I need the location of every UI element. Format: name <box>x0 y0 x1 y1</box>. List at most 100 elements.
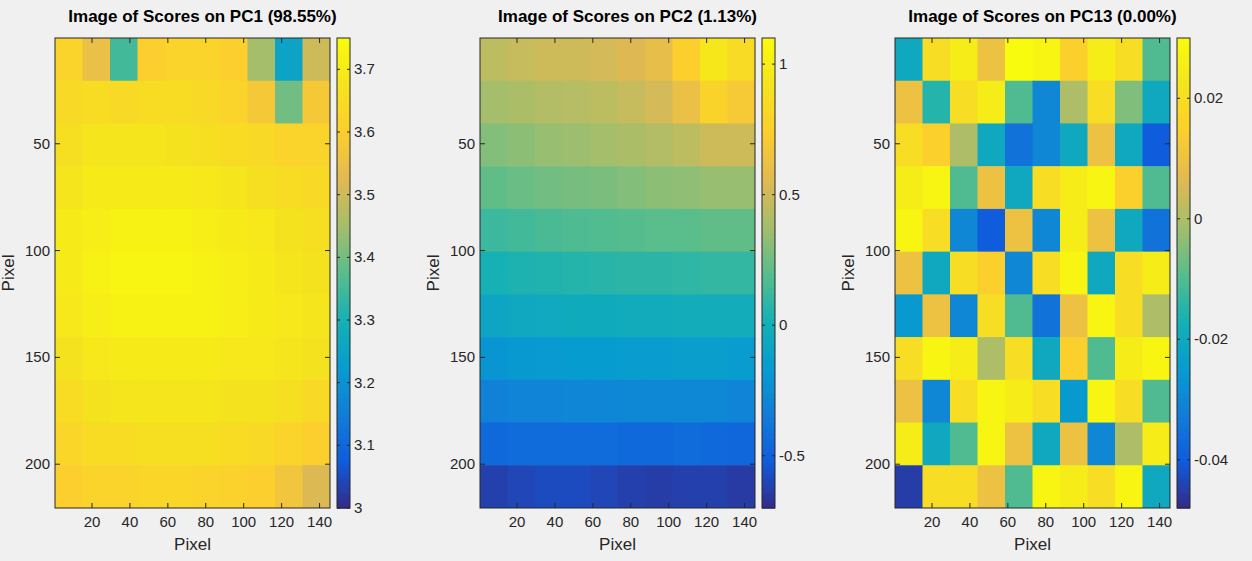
heat-cell <box>480 337 508 380</box>
colorbar-swatch <box>762 288 775 294</box>
heat-cell <box>303 423 331 466</box>
heat-cell <box>83 209 111 252</box>
colorbar-swatch <box>1177 463 1190 469</box>
colorbar-swatch <box>762 108 775 114</box>
colorbar-tick <box>347 257 350 258</box>
colorbar-swatch <box>1177 253 1190 259</box>
heat-cell <box>83 465 111 508</box>
heat-cell <box>220 38 248 81</box>
heat-cell <box>645 252 673 295</box>
heat-cell <box>1005 423 1033 466</box>
colorbar-tick <box>347 445 350 446</box>
colorbar-swatch <box>337 303 350 309</box>
colorbar-swatch <box>762 228 775 234</box>
colorbar-tick <box>1187 339 1190 340</box>
heat-cell <box>83 294 111 337</box>
heat-cell <box>193 294 221 337</box>
heat-cell <box>978 294 1006 337</box>
heat-cell <box>1088 166 1116 209</box>
colorbar-tick <box>337 320 340 321</box>
x-axis-title: Pixel <box>1014 535 1051 554</box>
heat-cell <box>508 38 536 81</box>
heat-cell <box>480 209 508 252</box>
colorbar-swatch <box>1177 473 1190 479</box>
heat-cell <box>220 380 248 423</box>
heat-cell <box>193 465 221 508</box>
colorbar-swatch <box>337 198 350 204</box>
colorbar-swatch <box>337 138 350 144</box>
heat-cell <box>1115 81 1143 124</box>
colorbar-swatch <box>762 448 775 454</box>
x-tick <box>554 503 555 508</box>
colorbar-tick <box>347 508 350 509</box>
colorbar-swatch <box>337 123 350 129</box>
heat-cell <box>563 38 591 81</box>
y-tick <box>1165 357 1170 358</box>
heat-cell <box>248 166 276 209</box>
heat-cell <box>1088 337 1116 380</box>
heat-cell <box>165 423 193 466</box>
heat-cell <box>275 294 303 337</box>
heat-cell <box>303 123 331 166</box>
colorbar-swatch <box>1177 288 1190 294</box>
x-tick <box>205 38 206 43</box>
plot-background <box>895 38 1170 508</box>
heat-cell <box>618 294 646 337</box>
colorbar-swatch <box>762 328 775 334</box>
heat-cell <box>700 380 728 423</box>
heat-cell <box>508 337 536 380</box>
colorbar-swatch <box>1177 48 1190 54</box>
heat-cell <box>590 123 618 166</box>
y-tick <box>55 250 60 251</box>
heat-cell <box>673 123 701 166</box>
x-tick <box>243 503 244 508</box>
heat-cell <box>978 209 1006 252</box>
colorbar-swatch <box>762 298 775 304</box>
heat-cell <box>535 252 563 295</box>
colorbar-swatch <box>1177 388 1190 394</box>
colorbar-swatch <box>1177 153 1190 159</box>
colorbar-swatch <box>337 323 350 329</box>
heat-cell <box>728 38 756 81</box>
x-tick-label: 140 <box>732 513 757 530</box>
heat-cell <box>138 465 166 508</box>
heat-cell <box>508 294 536 337</box>
heat-cell <box>728 123 756 166</box>
colorbar-swatch <box>1177 233 1190 239</box>
colorbar-swatch <box>1177 223 1190 229</box>
colorbar-swatch <box>762 248 775 254</box>
heat-cell <box>563 209 591 252</box>
colorbar-swatch <box>1177 343 1190 349</box>
heat-cell <box>1088 81 1116 124</box>
colorbar-swatch <box>337 268 350 274</box>
colorbar-swatch <box>337 333 350 339</box>
colorbar-swatch <box>1177 373 1190 379</box>
heat-cell <box>83 337 111 380</box>
figure: 2040608010012014050100150200Image of Sco… <box>0 0 1252 561</box>
heat-cell <box>645 209 673 252</box>
colorbar-swatch <box>337 43 350 49</box>
colorbar-swatch <box>762 73 775 79</box>
heat-cell <box>535 337 563 380</box>
colorbar-swatch <box>762 413 775 419</box>
colorbar-swatch <box>762 378 775 384</box>
colorbar-swatch <box>337 413 350 419</box>
colorbar-tick-label: 3.5 <box>354 186 375 203</box>
colorbar-swatch <box>1177 438 1190 444</box>
colorbar-swatch <box>337 248 350 254</box>
colorbar-swatch <box>337 183 350 189</box>
colorbar-swatch <box>337 93 350 99</box>
colorbar-swatch <box>1177 228 1190 234</box>
colorbar-swatch <box>1177 308 1190 314</box>
heat-cell <box>83 166 111 209</box>
heat-cell <box>895 337 923 380</box>
heat-cell <box>1143 337 1171 380</box>
heat-cell <box>728 81 756 124</box>
colorbar-swatch <box>1177 283 1190 289</box>
heat-cell <box>248 337 276 380</box>
colorbar-swatch <box>762 473 775 479</box>
heat-cell <box>618 337 646 380</box>
y-tick <box>750 250 755 251</box>
heat-cell <box>950 252 978 295</box>
colorbar-swatch <box>1177 428 1190 434</box>
